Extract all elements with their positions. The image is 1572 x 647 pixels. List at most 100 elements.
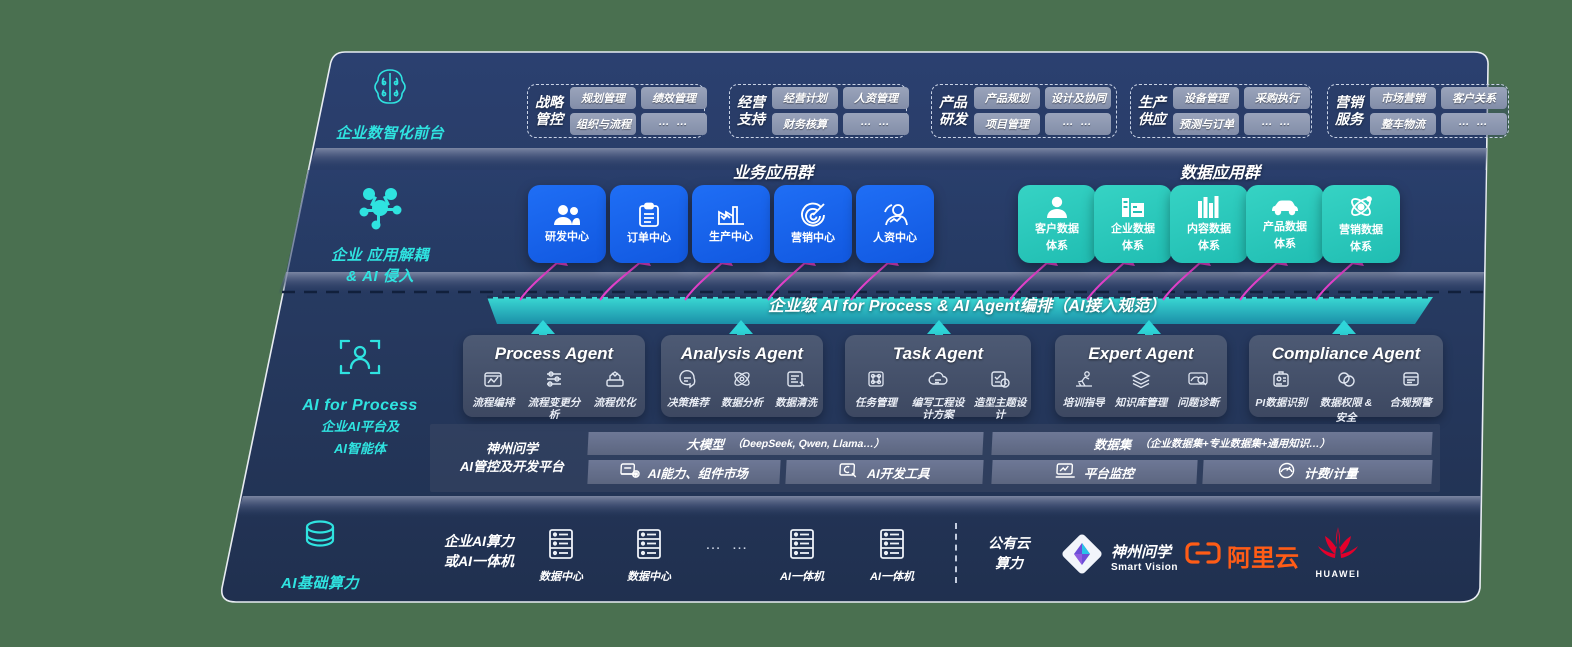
chip[interactable]: … …: [1045, 113, 1111, 135]
agent-capability[interactable]: 决策推荐: [661, 369, 714, 409]
agent-capability[interactable]: PI数据识别: [1249, 369, 1313, 424]
person-scan-icon: [270, 334, 450, 387]
chip[interactable]: 预测与订单: [1173, 113, 1239, 135]
agent-card-expert[interactable]: Expert Agent 培训指导 知识库管理 问题诊断: [1055, 335, 1227, 417]
agent-card-compliance[interactable]: Compliance Agent PI数据识别 数据权限 & 安全 合规预警: [1249, 335, 1443, 424]
domain-group-3[interactable]: 生产 供应 设备管理 采购执行 预测与订单 … …: [1130, 84, 1312, 138]
domain-group-2[interactable]: 产品 研发 产品规划 设计及协同 项目管理 … …: [931, 84, 1117, 138]
platform-tile-metering[interactable]: 计费/计量: [1202, 460, 1433, 484]
domain-group-4-title: 营销 服务: [1335, 94, 1363, 129]
agent-capability[interactable]: 流程变更分析: [524, 369, 584, 421]
chip[interactable]: 经营计划: [772, 87, 838, 109]
infra-node-2[interactable]: AI一体机: [772, 528, 832, 584]
chip[interactable]: 人资管理: [843, 87, 909, 109]
agent-capability[interactable]: 任务管理: [845, 369, 906, 421]
id-card-icon: [1271, 369, 1291, 394]
layer-label-decouple-subtitle: & AI 侵入: [346, 268, 414, 286]
infra-node-0[interactable]: 数据中心: [531, 528, 591, 584]
agent-capability[interactable]: 流程优化: [585, 369, 645, 421]
app-card-production[interactable]: 生产中心: [692, 185, 770, 263]
domain-title-line2: 研发: [939, 111, 967, 127]
agent-capability[interactable]: 造型主题设计: [969, 369, 1030, 421]
data-card-enterprise[interactable]: 企业数据 体系: [1094, 185, 1172, 263]
data-card-product[interactable]: 产品数据 体系: [1246, 185, 1324, 263]
platform-tile-component-market[interactable]: AI能力、组件市场: [587, 460, 781, 484]
dataset-bar[interactable]: 数据集 （企业数据集+专业数据集+通用知识…）: [991, 432, 1433, 455]
chip[interactable]: 市场营销: [1370, 87, 1436, 109]
agent-capability[interactable]: 知识库管理: [1113, 369, 1170, 409]
infra-node-3[interactable]: AI一体机: [862, 528, 922, 584]
agent-capability[interactable]: 数据清洗: [769, 369, 822, 409]
agent-card-process[interactable]: Process Agent 流程编排 流程变更分析 流程优化: [463, 335, 645, 421]
agent-capability[interactable]: 培训指导: [1055, 369, 1112, 409]
chip[interactable]: … …: [1441, 113, 1507, 135]
chip[interactable]: 采购执行: [1244, 87, 1310, 109]
chip[interactable]: 客户关系: [1441, 87, 1507, 109]
domain-title-line1: 战略: [535, 93, 563, 110]
meter-icon: [1277, 462, 1297, 482]
chip[interactable]: 项目管理: [974, 113, 1040, 135]
app-card-order[interactable]: 订单中心: [610, 185, 688, 263]
platform-tile-monitor[interactable]: 平台监控: [991, 460, 1198, 484]
app-card-label: 营销中心: [791, 232, 835, 245]
building-icon: [1121, 195, 1145, 219]
chip[interactable]: … …: [641, 113, 707, 135]
model-bar[interactable]: 大模型 （DeepSeek, Qwen, Llama…）: [587, 432, 984, 455]
app-card-rd[interactable]: 研发中心: [528, 185, 606, 263]
business-group-title: 业务应用群: [733, 165, 814, 182]
app-card-marketing[interactable]: 营销中心: [774, 185, 852, 263]
data-card-label2: 体系: [1350, 241, 1372, 253]
user-icon: [1045, 195, 1069, 219]
diagnose-icon: [1187, 369, 1209, 394]
data-card-label2: 体系: [1122, 240, 1144, 252]
capability-label: 流程优化: [593, 397, 636, 409]
data-card-marketing[interactable]: 营销数据 体系: [1322, 185, 1400, 263]
agent-capability[interactable]: 问题诊断: [1170, 369, 1227, 409]
chip[interactable]: 组织与流程: [570, 113, 636, 135]
vendor-smartvision[interactable]: 神州问学 Smart Vision: [1060, 532, 1178, 581]
agent-capability[interactable]: 数据权限 & 安全: [1314, 369, 1378, 424]
domain-group-0[interactable]: 战略 管控 规划管理 绩效管理 组织与流程 … …: [527, 84, 707, 138]
chip[interactable]: 整车物流: [1370, 113, 1436, 135]
chip[interactable]: 规划管理: [570, 87, 636, 109]
infra-node-1[interactable]: 数据中心: [619, 528, 679, 584]
factory-icon: [717, 203, 745, 227]
vendor-name: 阿里云: [1227, 545, 1299, 572]
chip[interactable]: … …: [843, 113, 909, 135]
platform-tile-dev-tools[interactable]: AI开发工具: [785, 460, 984, 484]
chip[interactable]: 设计及协同: [1045, 87, 1111, 109]
infra-enterprise-text: 企业AI算力 或AI一体机: [414, 532, 544, 571]
capability-label: 培训指导: [1062, 397, 1105, 409]
optimize-icon: [605, 369, 625, 394]
platform-tile-label: 计费/计量: [1303, 466, 1359, 481]
data-card-label: 内容数据: [1187, 222, 1231, 235]
agent-capability[interactable]: 合规预警: [1379, 369, 1443, 424]
infra-enterprise-line2: 或AI一体机: [444, 552, 514, 569]
data-card-content[interactable]: 内容数据 体系: [1170, 185, 1248, 263]
vendor-aliyun[interactable]: 阿里云: [1185, 538, 1299, 573]
chip[interactable]: 产品规划: [974, 87, 1040, 109]
agent-capability[interactable]: 流程编排: [463, 369, 523, 421]
chip[interactable]: 财务核算: [772, 113, 838, 135]
brain-icon: [300, 66, 480, 115]
app-card-hr[interactable]: 人资中心: [856, 185, 934, 263]
domain-group-4[interactable]: 营销 服务 市场营销 客户关系 整车物流 … …: [1327, 84, 1509, 138]
chip[interactable]: … …: [1244, 113, 1310, 135]
data-group-title: 数据应用群: [1180, 165, 1261, 182]
chip[interactable]: 绩效管理: [641, 87, 707, 109]
agent-card-analysis[interactable]: Analysis Agent 决策推荐 数据分析 数据清洗: [661, 335, 823, 417]
capability-label: 数据权限 &: [1319, 397, 1373, 409]
platform-left-title: 神州问学 AI管控及开发平台: [437, 440, 587, 476]
vendor-huawei[interactable]: HUAWEI: [1310, 525, 1366, 579]
bars-icon: [1197, 195, 1221, 219]
public-cloud-line1: 公有云: [988, 535, 1030, 551]
layer-label-aiprocess-sub2: AI智能体: [333, 440, 386, 456]
dev-tools-icon: [839, 462, 860, 482]
agent-capability[interactable]: 编写工程设计方案: [907, 369, 968, 421]
atom-icon: [1348, 194, 1374, 220]
domain-group-1[interactable]: 经营 支持 经营计划 人资管理 财务核算 … …: [729, 84, 909, 138]
agent-card-task[interactable]: Task Agent 任务管理 编写工程设计方案 造型主题设计: [845, 335, 1031, 421]
data-card-customer[interactable]: 客户数据 体系: [1018, 185, 1096, 263]
chip[interactable]: 设备管理: [1173, 87, 1239, 109]
agent-capability[interactable]: 数据分析: [715, 369, 768, 409]
